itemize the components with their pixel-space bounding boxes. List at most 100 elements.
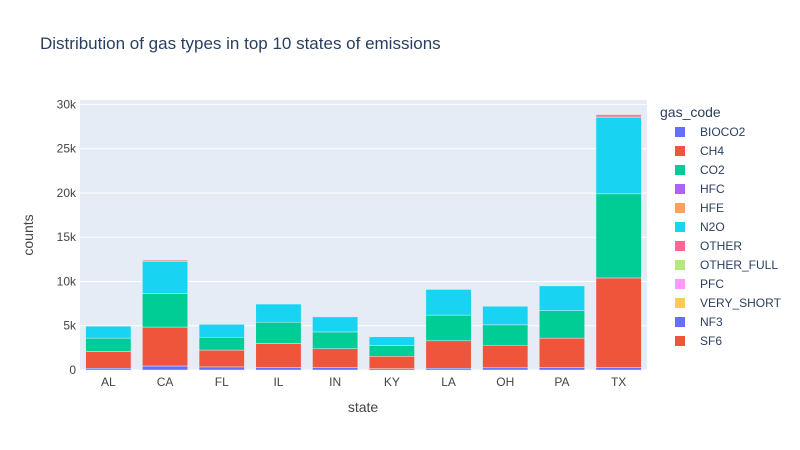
x-tick-label: OH bbox=[496, 375, 514, 389]
bar-segment-LA-CH4[interactable] bbox=[425, 340, 472, 369]
legend-swatch bbox=[675, 221, 685, 232]
bar-segment-FL-BIOCO2[interactable] bbox=[198, 366, 245, 371]
legend-item[interactable]: HFC bbox=[660, 179, 781, 198]
bar-segment-IL-BIOCO2[interactable] bbox=[255, 367, 302, 371]
bar-segment-CA-SF6[interactable] bbox=[142, 259, 188, 261]
legend-item[interactable]: NF3 bbox=[660, 312, 781, 331]
bar-segment-AL-CO2[interactable] bbox=[85, 337, 132, 352]
legend-swatch bbox=[675, 240, 685, 251]
y-tick-label: 15k bbox=[57, 230, 77, 244]
bar-segment-CA-N2O[interactable] bbox=[142, 261, 188, 294]
y-tick-label: 5k bbox=[63, 319, 77, 333]
bar-segment-LA-BIOCO2[interactable] bbox=[425, 367, 472, 371]
bar-segment-IL-CH4[interactable] bbox=[255, 343, 302, 368]
bar-segment-OH-N2O[interactable] bbox=[482, 306, 529, 326]
bar-segment-KY-N2O[interactable] bbox=[368, 336, 415, 346]
bar-segment-OH-BIOCO2[interactable] bbox=[482, 367, 529, 371]
legend-label: OTHER bbox=[700, 238, 742, 253]
bar-segment-IN-N2O[interactable] bbox=[312, 316, 359, 333]
x-tick-label: KY bbox=[384, 375, 400, 389]
legend-swatch bbox=[675, 259, 685, 270]
bar-segment-OH-CO2[interactable] bbox=[482, 324, 529, 346]
y-tick-label: 20k bbox=[57, 186, 77, 200]
x-tick-label: IN bbox=[329, 375, 341, 389]
bar-segment-FL-CH4[interactable] bbox=[198, 349, 245, 368]
legend-label: VERY_SHORT bbox=[700, 295, 781, 310]
bar-segment-TX-N2O[interactable] bbox=[595, 117, 642, 195]
bar-segment-IL-N2O[interactable] bbox=[255, 303, 302, 323]
legend-item[interactable]: CO2 bbox=[660, 160, 781, 179]
legend-label: CO2 bbox=[700, 162, 725, 177]
legend-label: BIOCO2 bbox=[700, 124, 746, 139]
bar-segment-TX-BIOCO2[interactable] bbox=[595, 367, 642, 371]
y-tick-label: 30k bbox=[57, 97, 77, 111]
bar-segment-IN-CH4[interactable] bbox=[312, 348, 359, 368]
x-tick-label: PA bbox=[554, 375, 569, 389]
legend-swatch bbox=[675, 335, 685, 346]
legend-swatch bbox=[675, 278, 685, 289]
bar-segment-KY-CH4[interactable] bbox=[368, 356, 415, 369]
legend-swatch bbox=[675, 202, 685, 213]
bar-segment-IN-CO2[interactable] bbox=[312, 331, 359, 350]
bar-segment-PA-CO2[interactable] bbox=[539, 310, 585, 339]
y-tick-label: 10k bbox=[57, 274, 77, 288]
legend-item[interactable]: N2O bbox=[660, 217, 781, 236]
bar-segment-PA-CH4[interactable] bbox=[539, 337, 585, 368]
bar-segment-PA-N2O[interactable] bbox=[539, 285, 585, 311]
legend-item[interactable]: SF6 bbox=[660, 331, 781, 350]
bar-segment-AL-BIOCO2[interactable] bbox=[85, 367, 132, 371]
bar-segment-FL-CO2[interactable] bbox=[198, 336, 245, 351]
legend-item[interactable]: HFE bbox=[660, 198, 781, 217]
bar-segment-PA-BIOCO2[interactable] bbox=[539, 367, 585, 371]
bar-segment-OH-CH4[interactable] bbox=[482, 344, 529, 369]
legend-items: BIOCO2 CH4 CO2 HFC HFE N2O OTHER OTHER_FULL PFC V… bbox=[660, 122, 781, 350]
legend-item[interactable]: OTHER bbox=[660, 236, 781, 255]
bar-segment-LA-CO2[interactable] bbox=[425, 314, 472, 342]
bar-segment-TX-OTHER[interactable] bbox=[595, 115, 642, 118]
x-tick-label: CA bbox=[157, 375, 174, 389]
legend-label: NF3 bbox=[700, 314, 723, 329]
y-tick-label: 0 bbox=[69, 363, 76, 377]
bar-segment-AL-CH4[interactable] bbox=[85, 351, 132, 369]
y-tick-labels: 0 5k 10k 15k 20k 25k 30k bbox=[57, 97, 77, 377]
bar-segment-FL-N2O[interactable] bbox=[198, 324, 245, 338]
x-tick-label: IL bbox=[273, 375, 283, 389]
bar-stack-layer bbox=[85, 114, 642, 371]
legend-item[interactable]: PFC bbox=[660, 274, 781, 293]
chart-title: Distribution of gas types in top 10 stat… bbox=[40, 34, 441, 53]
legend-item[interactable]: OTHER_FULL bbox=[660, 255, 781, 274]
bar-segment-IN-BIOCO2[interactable] bbox=[312, 367, 359, 371]
legend-swatch bbox=[675, 183, 685, 194]
legend-label: HFE bbox=[700, 200, 724, 215]
legend-swatch bbox=[675, 316, 685, 327]
bar-segment-CA-BIOCO2[interactable] bbox=[142, 365, 188, 371]
bar-segment-TX-SF6[interactable] bbox=[595, 114, 642, 117]
legend-swatch bbox=[675, 145, 685, 156]
x-tick-labels: AL CA FL IL IN KY LA OH PA TX bbox=[101, 375, 626, 389]
bar-segment-CA-CO2[interactable] bbox=[142, 293, 188, 328]
legend-item[interactable]: CH4 bbox=[660, 141, 781, 160]
bar-segment-AL-N2O[interactable] bbox=[85, 325, 132, 339]
bar-segment-CA-CH4[interactable] bbox=[142, 326, 188, 367]
legend-label: CH4 bbox=[700, 143, 725, 158]
bar-segment-TX-CH4[interactable] bbox=[595, 277, 642, 368]
bar-segment-IL-CO2[interactable] bbox=[255, 321, 302, 344]
legend-label: HFC bbox=[700, 181, 725, 196]
legend-title: gas_code bbox=[660, 104, 721, 120]
legend: gas_code BIOCO2 CH4 CO2 HFC HFE N2O OTHER OTHER… bbox=[660, 104, 781, 350]
y-axis-title: counts bbox=[20, 214, 36, 255]
bar-segment-KY-CO2[interactable] bbox=[368, 345, 415, 357]
legend-label: PFC bbox=[700, 276, 724, 291]
legend-item[interactable]: VERY_SHORT bbox=[660, 293, 781, 312]
x-tick-label: TX bbox=[611, 375, 626, 389]
bar-segment-LA-N2O[interactable] bbox=[425, 289, 472, 316]
legend-swatch bbox=[675, 164, 685, 175]
legend-item[interactable]: BIOCO2 bbox=[660, 122, 781, 141]
legend-swatch bbox=[675, 126, 685, 137]
x-tick-label: LA bbox=[441, 375, 456, 389]
legend-label: SF6 bbox=[700, 333, 723, 348]
x-tick-label: AL bbox=[101, 375, 116, 389]
legend-swatch bbox=[675, 297, 685, 308]
bar-segment-TX-CO2[interactable] bbox=[595, 193, 642, 279]
